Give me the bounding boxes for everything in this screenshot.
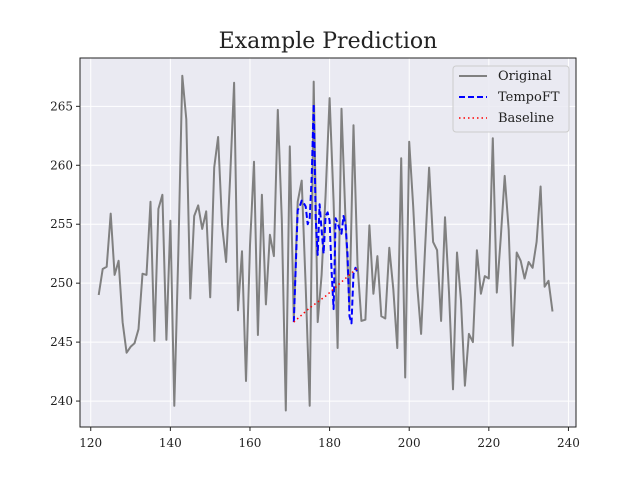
- legend-box: [452, 65, 570, 133]
- y-tick-label: 265: [50, 99, 73, 113]
- legend-label-baseline: Baseline: [498, 111, 554, 126]
- series-line-original: [97, 74, 554, 412]
- x-tick-label: 200: [398, 436, 421, 450]
- legend-label-original: Original: [498, 69, 552, 84]
- y-tick-label: 240: [50, 394, 73, 408]
- x-tick-label: 240: [557, 436, 580, 450]
- y-tick-label: 255: [50, 217, 73, 231]
- y-tick-label: 245: [50, 335, 73, 349]
- legend: Original TempoFT Baseline: [452, 65, 570, 133]
- chart-title: Example Prediction: [219, 29, 438, 54]
- x-axis: 120 140 160 180 200 220 240: [79, 427, 580, 450]
- plot-frame: [79, 57, 577, 428]
- x-tick-label: 140: [159, 436, 182, 450]
- x-tick-label: 180: [318, 436, 341, 450]
- y-tick-label: 260: [50, 158, 73, 172]
- x-tick-label: 120: [79, 436, 102, 450]
- series-layer: [97, 74, 554, 412]
- y-tick-label: 250: [50, 276, 73, 290]
- x-tick-label: 160: [239, 436, 262, 450]
- x-tick-label: 220: [477, 436, 500, 450]
- legend-label-tempoft: TempoFT: [498, 90, 560, 105]
- y-axis: 240 245 250 255 260 265: [50, 99, 80, 408]
- series-line-tempoft: [292, 103, 359, 325]
- series-line-baseline: [293, 267, 358, 323]
